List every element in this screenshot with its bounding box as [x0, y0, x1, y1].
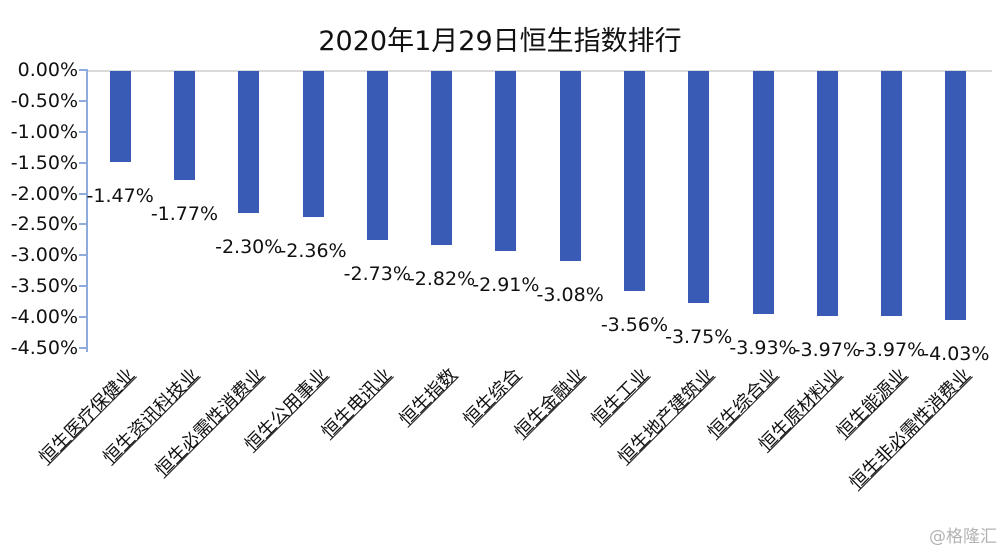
- bar-value-label: -2.30%: [215, 236, 283, 259]
- bar: [881, 71, 903, 317]
- bar-value-label: -1.77%: [150, 203, 219, 226]
- bar: [816, 71, 838, 317]
- y-axis-tick-label: -4.00%: [10, 306, 78, 329]
- bar: [431, 71, 453, 246]
- bar-value-label: -3.97%: [857, 339, 926, 362]
- y-axis-tick: [79, 130, 88, 133]
- y-axis-tick: [79, 192, 88, 195]
- y-axis-tick: [79, 285, 88, 288]
- y-axis-tick: [79, 254, 88, 257]
- y-axis-tick-label: -2.50%: [10, 213, 78, 236]
- bar-value-label: -3.97%: [793, 339, 861, 362]
- watermark: @格隆汇: [929, 527, 997, 547]
- bar: [752, 71, 774, 314]
- bar: [366, 71, 388, 240]
- y-axis-tick-label: -3.00%: [10, 244, 78, 267]
- y-axis-tick: [79, 223, 88, 226]
- y-axis-tick-label: -1.00%: [10, 120, 78, 143]
- y-axis-tick-label: 0.00%: [17, 59, 78, 81]
- y-axis-tick-label: -2.00%: [10, 182, 78, 205]
- bar-value-label: -3.75%: [665, 325, 733, 348]
- bar: [238, 71, 260, 214]
- y-axis-tick-label: -1.50%: [10, 151, 78, 174]
- y-axis-tick-label: -4.50%: [10, 337, 78, 359]
- bar-value-label: -2.91%: [472, 273, 540, 296]
- bar: [688, 71, 710, 303]
- bar: [173, 71, 195, 181]
- bar-value-label: -1.47%: [86, 184, 154, 207]
- chart-title: 2020年1月29日恒生指数排行: [318, 26, 682, 57]
- bar: [302, 71, 324, 217]
- y-axis-tick: [79, 69, 88, 71]
- bar: [559, 71, 581, 262]
- bar: [623, 71, 645, 291]
- y-axis-tick: [79, 161, 88, 164]
- y-axis-line: [86, 70, 88, 352]
- bar: [945, 71, 967, 320]
- bar-value-label: -2.73%: [343, 262, 411, 285]
- bar-value-label: -3.08%: [536, 284, 604, 307]
- y-axis-tick-label: -3.50%: [10, 275, 78, 298]
- y-axis-tick: [79, 316, 88, 319]
- bar-value-label: -2.82%: [407, 268, 476, 291]
- y-axis-tick-label: -0.50%: [10, 89, 78, 112]
- bar: [495, 71, 517, 251]
- bar-value-label: -2.36%: [279, 239, 347, 262]
- y-axis-tick: [79, 99, 88, 102]
- bar: [109, 71, 131, 162]
- zero-gridline: [88, 70, 992, 72]
- y-axis-tick: [79, 347, 88, 349]
- bar-value-label: -3.56%: [600, 313, 669, 336]
- bar-value-label: -4.03%: [922, 342, 990, 365]
- bar-value-label: -3.93%: [729, 336, 797, 359]
